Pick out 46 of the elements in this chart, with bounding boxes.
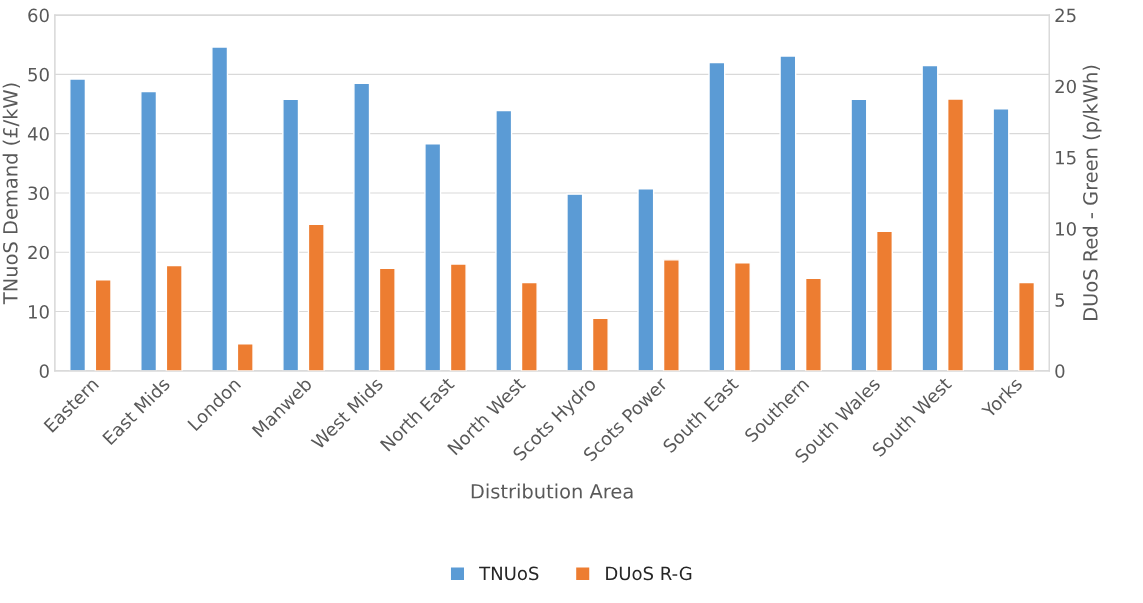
- y2-tick-label: 5: [1055, 293, 1065, 307]
- bar: [733, 261, 751, 371]
- bar: [804, 277, 822, 371]
- y-axis-title: TNuoS Demand (£/kW): [2, 83, 20, 305]
- legend-label: DUoS R-G: [606, 566, 692, 581]
- bar: [424, 143, 442, 371]
- y-tick-label: 50: [28, 67, 49, 82]
- bar: [165, 264, 183, 371]
- y-tick-label: 40: [27, 127, 49, 141]
- bar: [449, 263, 467, 371]
- bar: [662, 259, 680, 371]
- bar: [875, 230, 893, 371]
- bar: [921, 64, 939, 371]
- bar: [591, 317, 609, 371]
- y2-axis-title: DUoS Red - Green (p/kWh): [1082, 65, 1102, 320]
- bar: [353, 82, 371, 371]
- bar: [520, 281, 538, 371]
- bar: [566, 193, 584, 371]
- bar: [140, 90, 158, 371]
- y-tick-label: 60: [28, 8, 49, 23]
- legend-label: TNUoS: [479, 566, 539, 581]
- bar: [236, 343, 254, 371]
- bar: [69, 78, 87, 371]
- bar: [495, 109, 513, 371]
- x-axis-title: Distribution Area: [471, 483, 633, 499]
- bar: [211, 46, 229, 371]
- bar: [637, 188, 655, 371]
- bar: [850, 98, 868, 371]
- bar: [94, 279, 112, 371]
- y2-tick-label: 20: [1055, 79, 1076, 94]
- y2-tick-label: 0: [1055, 364, 1065, 378]
- y-tick-label: 30: [28, 186, 49, 201]
- y2-tick-label: 25: [1055, 8, 1076, 23]
- bar: [1018, 281, 1036, 371]
- y2-tick-label: 15: [1056, 151, 1076, 165]
- y-tick-label: 0: [39, 364, 49, 378]
- bar: [282, 98, 300, 371]
- y-tick-label: 10: [29, 305, 49, 319]
- bar: [708, 61, 726, 371]
- y2-tick-label: 10: [1056, 222, 1076, 236]
- bar: [378, 267, 396, 371]
- bar: [992, 108, 1010, 371]
- bar: [779, 55, 797, 371]
- y-tick-label: 20: [28, 245, 49, 260]
- bar: [947, 98, 965, 371]
- bar: [307, 223, 325, 371]
